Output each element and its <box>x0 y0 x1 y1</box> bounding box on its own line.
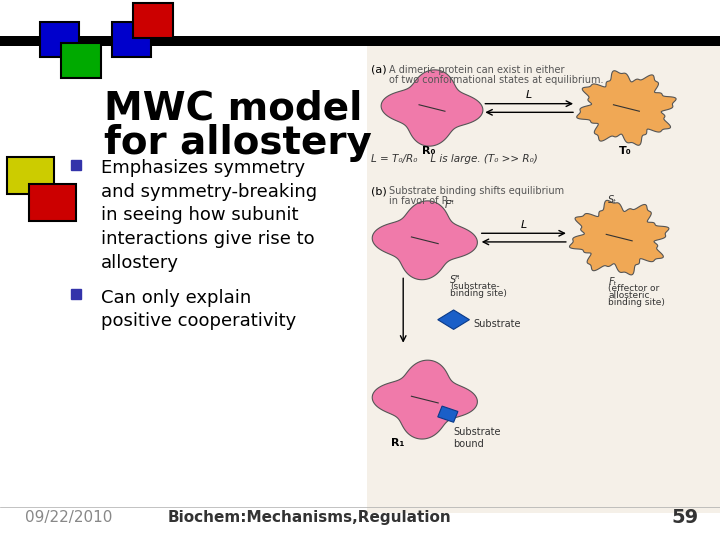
Text: L = T₀/R₀    L is large. (T₀ >> R₀): L = T₀/R₀ L is large. (T₀ >> R₀) <box>371 154 538 164</box>
Polygon shape <box>372 360 477 439</box>
Text: Fₜ: Fₜ <box>608 277 617 287</box>
Text: of two conformational states at equilibrium.: of two conformational states at equilibr… <box>389 75 603 85</box>
Text: (substrate-: (substrate- <box>450 282 500 292</box>
Text: allosteric: allosteric <box>608 291 650 300</box>
Text: in favor of R.: in favor of R. <box>389 196 451 206</box>
Polygon shape <box>438 406 458 422</box>
Text: (b): (b) <box>371 186 387 197</box>
Polygon shape <box>381 70 483 146</box>
FancyBboxPatch shape <box>40 22 79 57</box>
Text: Substrate
bound: Substrate bound <box>454 427 501 449</box>
Text: MWC model: MWC model <box>104 89 363 127</box>
Polygon shape <box>372 201 477 280</box>
Text: Can only explain
positive cooperativity: Can only explain positive cooperativity <box>101 289 296 330</box>
Polygon shape <box>577 71 676 145</box>
Text: binding site): binding site) <box>608 298 665 307</box>
Text: Biochem:Mechanisms,Regulation: Biochem:Mechanisms,Regulation <box>168 510 451 525</box>
FancyBboxPatch shape <box>133 3 173 38</box>
Text: for allostery: for allostery <box>104 124 372 162</box>
Bar <box>0 36 720 46</box>
Text: L: L <box>526 90 532 100</box>
Text: Emphasizes symmetry
and symmetry-breaking
in seeing how subunit
interactions giv: Emphasizes symmetry and symmetry-breakin… <box>101 159 317 272</box>
Text: A dimeric protein can exist in either: A dimeric protein can exist in either <box>389 65 564 75</box>
Text: 59: 59 <box>671 508 698 527</box>
FancyBboxPatch shape <box>112 22 151 57</box>
Text: Sₜ: Sₜ <box>608 195 618 205</box>
Text: Sᴿ: Sᴿ <box>450 275 461 286</box>
FancyBboxPatch shape <box>29 184 76 221</box>
FancyBboxPatch shape <box>61 43 101 78</box>
Text: 09/22/2010: 09/22/2010 <box>25 510 112 525</box>
Text: L: L <box>521 220 527 230</box>
Text: (a): (a) <box>371 65 387 75</box>
Polygon shape <box>570 200 669 275</box>
Text: R₀: R₀ <box>422 146 435 156</box>
Text: Substrate binding shifts equilibrium: Substrate binding shifts equilibrium <box>389 186 564 197</box>
Text: Fᴿ: Fᴿ <box>445 199 455 210</box>
FancyBboxPatch shape <box>7 157 54 194</box>
Text: (effector or: (effector or <box>608 284 660 293</box>
Polygon shape <box>438 310 469 329</box>
Text: Substrate: Substrate <box>474 319 521 329</box>
Text: binding site): binding site) <box>450 289 507 299</box>
Bar <box>367 38 720 513</box>
Text: T₀: T₀ <box>618 146 631 156</box>
Text: R₁: R₁ <box>392 438 405 449</box>
